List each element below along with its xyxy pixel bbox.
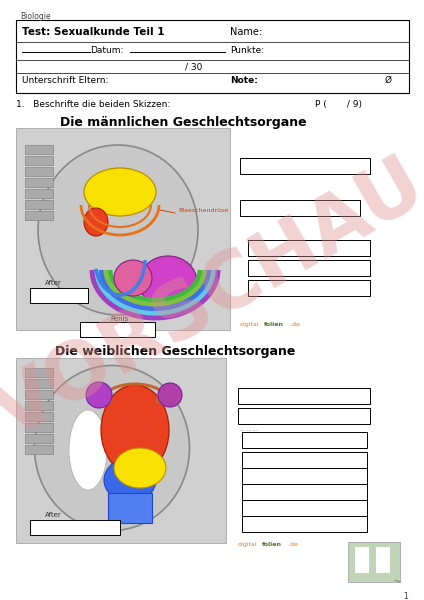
Bar xyxy=(25,412,53,421)
Bar xyxy=(242,500,367,516)
Bar xyxy=(242,468,367,484)
Text: 1.   Beschrifte die beiden Skizzen:: 1. Beschrifte die beiden Skizzen: xyxy=(16,100,170,109)
Ellipse shape xyxy=(139,256,197,308)
Bar xyxy=(25,401,53,410)
Text: folien: folien xyxy=(262,542,282,547)
Text: After: After xyxy=(45,280,62,286)
Circle shape xyxy=(158,383,182,407)
Text: digital: digital xyxy=(240,322,259,327)
Text: Punkte:: Punkte: xyxy=(230,46,264,55)
Text: Name:: Name: xyxy=(230,27,262,37)
Text: After: After xyxy=(45,512,62,518)
Bar xyxy=(80,322,155,337)
Bar xyxy=(108,493,152,523)
Bar xyxy=(242,484,367,500)
Bar xyxy=(240,200,360,216)
Text: VORSCHAU: VORSCHAU xyxy=(0,146,424,454)
Bar xyxy=(348,542,400,582)
Bar xyxy=(248,260,370,276)
Text: Penis: Penis xyxy=(110,316,128,322)
Text: Unterschrift Eltern:: Unterschrift Eltern: xyxy=(22,76,109,85)
Bar xyxy=(242,516,367,532)
Bar xyxy=(248,280,370,296)
Text: Datum:: Datum: xyxy=(90,46,123,55)
Circle shape xyxy=(86,382,112,408)
Bar xyxy=(25,200,53,209)
Bar xyxy=(25,445,53,454)
Bar xyxy=(25,156,53,165)
Text: digital: digital xyxy=(238,542,258,547)
Ellipse shape xyxy=(104,458,156,502)
Bar xyxy=(25,178,53,187)
Text: Die weiblichen Geschlechtsorgane: Die weiblichen Geschlechtsorgane xyxy=(55,345,296,358)
Text: Blaeschendrüse: Blaeschendrüse xyxy=(178,208,228,213)
Text: Ø: Ø xyxy=(385,76,392,85)
Bar xyxy=(16,358,226,543)
Text: .de: .de xyxy=(288,322,300,327)
Text: -- -- --: -- -- -- xyxy=(240,428,257,433)
Bar xyxy=(25,167,53,176)
Bar xyxy=(25,211,53,220)
Text: Test: Sexualkunde Teil 1: Test: Sexualkunde Teil 1 xyxy=(22,27,165,37)
Ellipse shape xyxy=(101,385,169,475)
Text: 1: 1 xyxy=(403,592,408,600)
Bar xyxy=(240,158,370,174)
Bar xyxy=(25,379,53,388)
Text: folien: folien xyxy=(264,322,284,327)
Ellipse shape xyxy=(114,260,152,296)
Bar xyxy=(25,390,53,399)
Text: Note:: Note: xyxy=(230,76,258,85)
Text: Die männlichen Geschlechtsorgane: Die männlichen Geschlechtsorgane xyxy=(60,116,307,129)
Bar xyxy=(25,145,53,154)
Bar xyxy=(25,423,53,432)
Ellipse shape xyxy=(38,145,198,315)
Bar xyxy=(30,288,88,303)
Bar xyxy=(355,547,369,573)
Ellipse shape xyxy=(69,410,107,490)
Bar xyxy=(238,388,370,404)
Text: P (       / 9): P ( / 9) xyxy=(315,100,362,109)
Bar xyxy=(25,189,53,198)
Bar xyxy=(16,20,409,93)
Text: .de: .de xyxy=(286,542,298,547)
Bar xyxy=(242,452,367,468)
Bar xyxy=(30,520,120,535)
Ellipse shape xyxy=(34,365,190,530)
Ellipse shape xyxy=(114,448,166,488)
Bar xyxy=(242,432,367,448)
Text: Biologie: Biologie xyxy=(20,12,50,21)
Bar xyxy=(376,547,390,573)
Bar xyxy=(25,368,53,377)
Bar xyxy=(16,128,230,330)
Ellipse shape xyxy=(84,168,156,216)
Ellipse shape xyxy=(84,208,108,236)
Bar xyxy=(248,240,370,256)
Text: / 30: / 30 xyxy=(185,63,202,72)
Bar xyxy=(25,434,53,443)
Bar xyxy=(238,408,370,424)
